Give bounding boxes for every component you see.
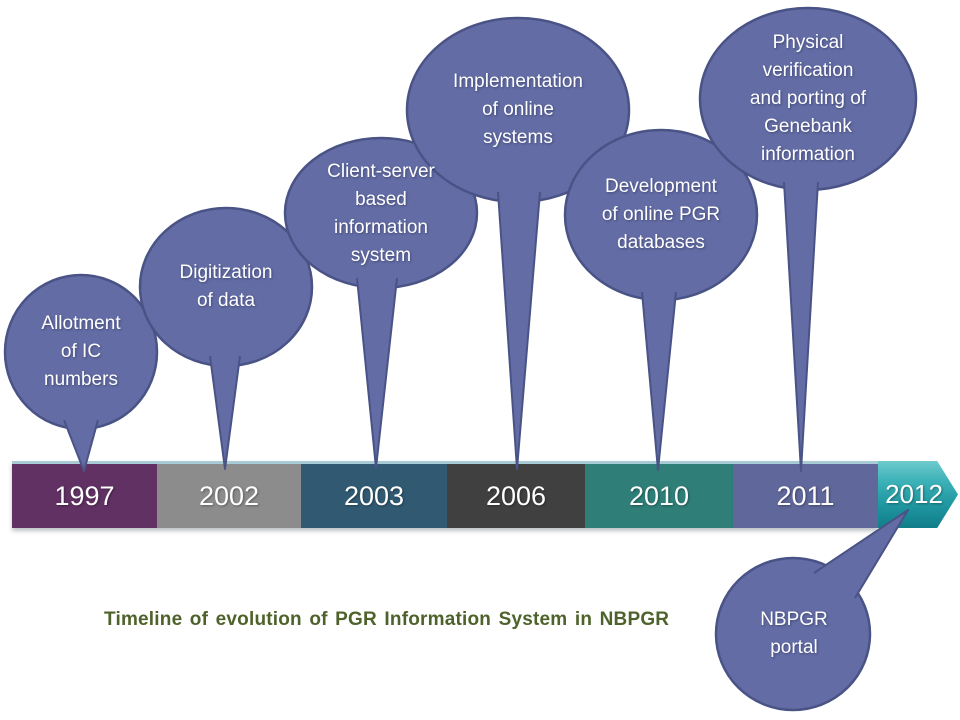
timeline-bar-segments: 1997 2002 2003 2006 2010 2011: [12, 464, 878, 528]
balloon-allotment-ic-numbers-label: Allotment of IC numbers: [41, 313, 121, 390]
year-arrow-2012: 2012: [878, 461, 958, 528]
year-segment-1997: 1997: [12, 464, 157, 528]
year-segment-2003: 2003: [301, 464, 447, 528]
balloon-genebank-porting-label: Physical verification and porting of Gen…: [749, 32, 867, 165]
slide-caption: Timeline of evolution of PGR Information…: [104, 609, 670, 630]
year-segment-2006: 2006: [447, 464, 585, 528]
balloon-tail: [497, 191, 541, 470]
balloon-tail: [783, 181, 819, 472]
year-segment-2002: 2002: [157, 464, 301, 528]
year-segment-2011: 2011: [733, 464, 878, 528]
balloon-tail: [641, 291, 677, 471]
year-arrow-2012-label: 2012: [885, 479, 943, 509]
balloon-nbpgr-portal-label: NBPGR portal: [760, 609, 828, 658]
timeline-bar-top-edge: [12, 461, 878, 464]
year-segment-2010: 2010: [585, 464, 733, 528]
balloon-tail: [209, 355, 241, 470]
balloon-tail: [356, 277, 398, 469]
timeline-bar: 1997 2002 2003 2006 2010 2011: [12, 461, 878, 528]
